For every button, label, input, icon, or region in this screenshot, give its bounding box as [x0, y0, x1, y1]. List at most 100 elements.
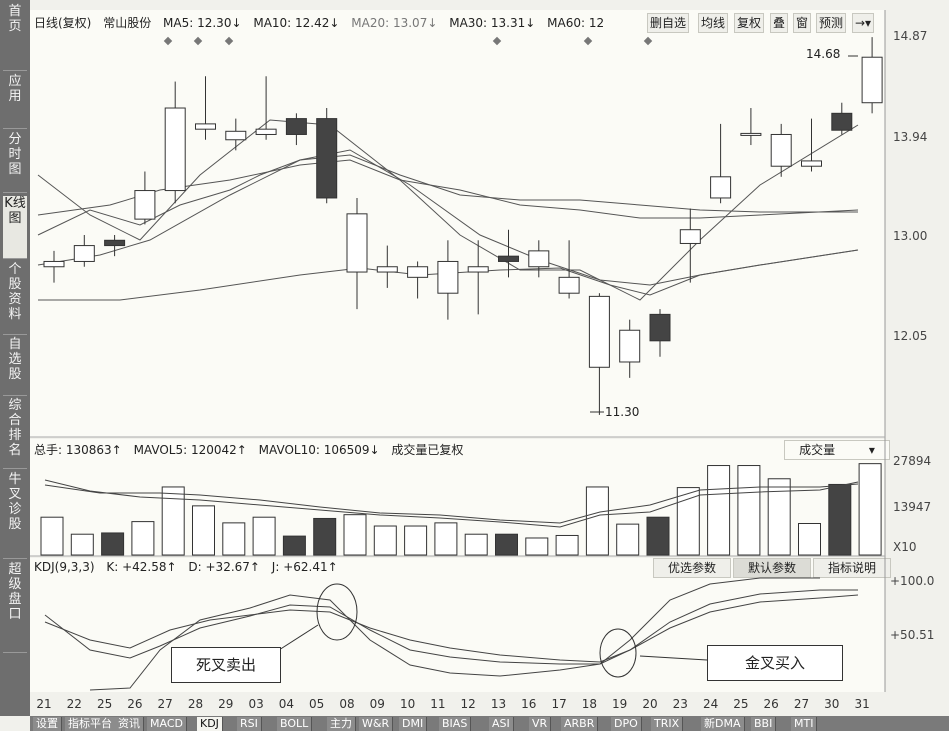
- sidebar-item-4[interactable]: 个股资料: [3, 262, 27, 335]
- period-label: 日线(复权): [34, 16, 92, 30]
- candle-body: [255, 128, 277, 135]
- volume-tick-1: 27894: [893, 454, 932, 468]
- tab-mti[interactable]: MTI: [791, 717, 818, 731]
- forecast-button[interactable]: 预测: [816, 13, 847, 33]
- death-cross-circle: [316, 583, 358, 641]
- tab-vr[interactable]: VR: [529, 717, 552, 731]
- adjust-button[interactable]: 复权: [734, 13, 765, 33]
- mavol5-value: MAVOL5: 120042↑: [133, 443, 247, 457]
- kdj-tick-2: +50.51: [890, 628, 935, 642]
- ma-line: [38, 249, 859, 301]
- tab-kdj[interactable]: KDJ: [197, 717, 223, 731]
- date-label: 09: [369, 697, 385, 711]
- tab-bias[interactable]: BIAS: [439, 717, 472, 731]
- volume-adjusted-note: 成交量已复权: [391, 443, 464, 457]
- volume-bar: [161, 486, 185, 556]
- candle-body: [43, 260, 65, 268]
- date-label: 16: [521, 697, 537, 711]
- optimal-params-button[interactable]: 优选参数: [653, 558, 731, 578]
- scroll-right-icon[interactable]: →▾: [852, 13, 875, 33]
- ma-line: [37, 159, 859, 219]
- candle-body: [285, 118, 307, 135]
- overlay-button[interactable]: 叠: [770, 13, 789, 33]
- candle-body: [346, 213, 368, 273]
- sidebar-item-1[interactable]: 应用: [3, 74, 27, 129]
- window-button[interactable]: 窗: [793, 13, 812, 33]
- indicator-help-button[interactable]: 指标说明: [813, 558, 891, 578]
- tab-dmi[interactable]: DMI: [399, 717, 428, 731]
- volume-bar: [828, 483, 852, 556]
- tab-dpo[interactable]: DPO: [611, 717, 642, 731]
- kdj-header: KDJ(9,3,3) K: +42.58↑ D: +32.67↑ J: +62.…: [34, 560, 346, 574]
- date-label: 30: [824, 697, 840, 711]
- tab-资讯[interactable]: 资讯: [115, 717, 144, 731]
- date-label: 23: [672, 697, 688, 711]
- tab-指标平台[interactable]: 指标平台: [65, 717, 116, 731]
- date-label: 05: [309, 697, 325, 711]
- date-label: 26: [763, 697, 779, 711]
- tab-asi[interactable]: ASI: [489, 717, 514, 731]
- volume-bar: [616, 523, 640, 556]
- date-label: 20: [642, 697, 658, 711]
- date-label: 12: [460, 697, 476, 711]
- tab-bbi[interactable]: BBI: [751, 717, 777, 731]
- date-label: 11: [430, 697, 446, 711]
- date-label: 25: [96, 697, 113, 711]
- volume-bar: [585, 486, 609, 556]
- volume-bar: [707, 465, 731, 556]
- candle-body: [801, 160, 822, 167]
- volume-bar: [646, 516, 670, 556]
- date-label: 10: [399, 697, 416, 711]
- tab-w&r[interactable]: W&R: [359, 717, 394, 731]
- kdj-title: KDJ(9,3,3): [34, 560, 95, 574]
- candle-body: [225, 130, 247, 141]
- tab-boll[interactable]: BOLL: [277, 717, 313, 731]
- price-tick-4: 12.05: [893, 329, 928, 343]
- left-sidebar: [0, 0, 30, 716]
- tab-主力[interactable]: 主力: [327, 717, 356, 731]
- del-watchlist-button[interactable]: 删自选: [647, 13, 690, 33]
- date-label: 24: [702, 697, 719, 711]
- tab-arbr[interactable]: ARBR: [561, 717, 599, 731]
- tab-macd[interactable]: MACD: [147, 717, 187, 731]
- candle-body: [164, 107, 186, 192]
- volume-indicator-select[interactable]: 成交量 ▾: [784, 440, 890, 460]
- golden-cross-circle: [599, 628, 637, 678]
- date-label: 22: [66, 697, 82, 711]
- sidebar-item-7[interactable]: 牛叉诊股: [3, 472, 27, 559]
- candle-body: [619, 329, 641, 363]
- volume-bar: [313, 517, 337, 556]
- candle-body: [588, 295, 610, 368]
- volume-bar: [767, 478, 791, 556]
- sidebar-item-8[interactable]: 超级盘口: [3, 562, 27, 653]
- candle-body: [679, 229, 701, 244]
- tab-rsi[interactable]: RSI: [237, 717, 262, 731]
- volume-bar: [737, 465, 761, 556]
- tab-新dma[interactable]: 新DMA: [701, 717, 745, 731]
- event-marker: [643, 36, 653, 46]
- candle-body: [770, 133, 792, 167]
- kdj-k-value: K: +42.58↑: [106, 560, 177, 574]
- date-label: 25: [733, 697, 749, 711]
- date-label: 04: [278, 697, 295, 711]
- sidebar-item-3[interactable]: K线图: [3, 196, 27, 259]
- candle-body: [740, 132, 762, 136]
- golden-cross-pointer: [639, 655, 708, 661]
- event-marker: [492, 36, 502, 46]
- tab-设置[interactable]: 设置: [33, 717, 62, 731]
- event-marker: [224, 36, 234, 46]
- date-label: 27: [793, 697, 810, 711]
- candle-body: [104, 239, 126, 247]
- ma20-value: MA20: 13.07↓: [351, 16, 438, 30]
- candle-body: [498, 255, 519, 262]
- kdj-d-value: D: +32.67↑: [188, 560, 260, 574]
- tab-trix[interactable]: TRIX: [651, 717, 684, 731]
- sidebar-item-2[interactable]: 分时图: [3, 132, 27, 193]
- sidebar-item-0[interactable]: 首页: [3, 4, 27, 71]
- candle-body: [649, 313, 671, 342]
- death-cross-callout: 死叉卖出: [171, 647, 281, 683]
- ma-button[interactable]: 均线: [698, 13, 729, 33]
- kdj-j-line: [89, 577, 820, 691]
- sidebar-item-5[interactable]: 自选股: [3, 337, 27, 396]
- sidebar-item-6[interactable]: 综合排名: [3, 398, 27, 469]
